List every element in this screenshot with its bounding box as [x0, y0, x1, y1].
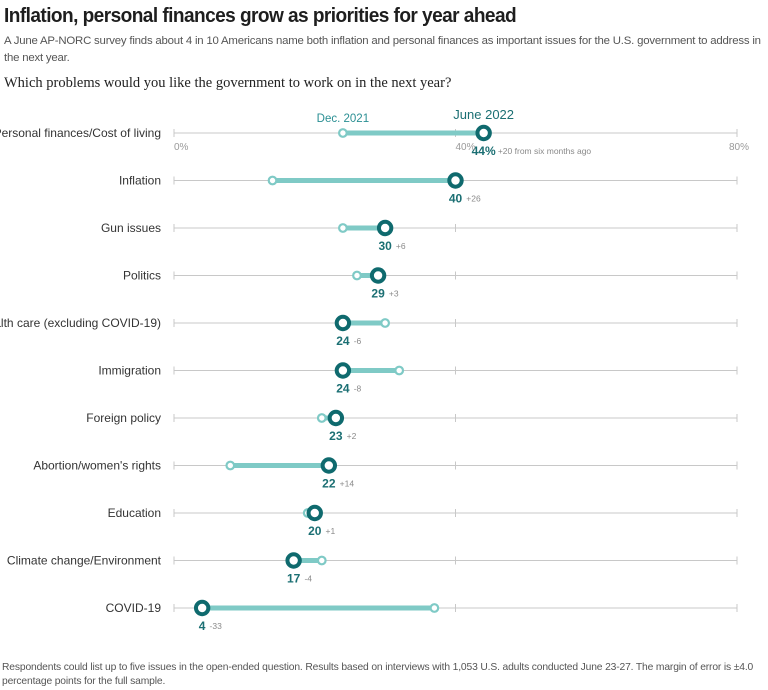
change-label: +6 [396, 241, 406, 251]
survey-question: Which problems would you like the govern… [4, 75, 452, 91]
june-2022-dot [334, 314, 352, 332]
change-label: +14 [340, 479, 355, 489]
dec-2021-dot [225, 460, 236, 471]
dec-2021-dot [316, 413, 327, 423]
value-label: 24 [336, 334, 350, 348]
june-2022-dot [193, 599, 211, 617]
legend-june-2022: June 2022 [453, 107, 514, 122]
dec-2021-dot [429, 603, 440, 613]
category-label: Immigration [98, 364, 161, 378]
dec-2021-dot [338, 223, 348, 233]
change-label-with-note: +20 from six months ago [498, 146, 592, 156]
change-label: +3 [389, 289, 399, 299]
category-label: Personal finances/Cost of living [0, 126, 161, 140]
value-label: 23 [329, 429, 343, 443]
change-label: +2 [347, 431, 357, 441]
category-label: Health care (excluding COVID-19) [0, 316, 161, 330]
june-2022-dot [376, 219, 394, 237]
value-label: 20 [308, 524, 322, 538]
change-label: +1 [326, 526, 336, 536]
dec-2021-dot [352, 270, 362, 281]
chart-title: Inflation, personal finances grow as pri… [4, 4, 517, 27]
dec-2021-dot [338, 128, 348, 138]
june-2022-dot [334, 362, 352, 379]
value-label: 40 [449, 192, 463, 206]
value-label: 44% [472, 144, 496, 158]
dec-2021-dot [316, 555, 327, 566]
change-label: -8 [354, 384, 362, 394]
value-label: 24 [336, 382, 350, 396]
axis-tick-label: 0% [174, 142, 189, 153]
value-label: 30 [378, 239, 392, 253]
category-label: Climate change/Environment [7, 554, 162, 568]
legend-dec-2021: Dec. 2021 [317, 113, 369, 125]
axis-tick-label: 40% [456, 142, 476, 153]
footnote: Respondents could list up to five issues… [2, 662, 754, 687]
change-label: +26 [466, 194, 481, 204]
value-label: 4 [199, 619, 206, 633]
change-label: -6 [354, 336, 362, 346]
category-label: Education [108, 506, 161, 520]
dot-plot-chart: Personal finances/Cost of living 44% +20 f… [0, 107, 749, 633]
category-label: Politics [123, 269, 161, 283]
value-label: 22 [322, 477, 336, 491]
change-label: -4 [304, 574, 312, 584]
june-2022-dot [327, 409, 345, 427]
category-label: Gun issues [101, 221, 161, 235]
june-2022-dot [475, 124, 492, 142]
june-2022-dot [306, 504, 323, 522]
june-2022-dot [447, 172, 464, 189]
chart-subtitle: A June AP-NORC survey finds about 4 in 1… [4, 35, 761, 64]
value-label: 17 [287, 572, 301, 586]
category-label: Foreign policy [86, 411, 161, 425]
axis-tick-label: 80% [729, 142, 749, 153]
change-label: -33 [210, 621, 223, 631]
category-label: COVID-19 [106, 601, 162, 615]
june-2022-dot [285, 552, 302, 569]
dec-2021-dot [394, 365, 405, 376]
june-2022-dot [320, 457, 338, 474]
dec-2021-dot [267, 175, 278, 186]
dec-2021-dot [380, 318, 391, 328]
category-label: Abortion/women's rights [33, 459, 161, 473]
june-2022-dot [369, 267, 387, 284]
category-label: Inflation [119, 174, 161, 188]
value-label: 29 [371, 287, 385, 301]
